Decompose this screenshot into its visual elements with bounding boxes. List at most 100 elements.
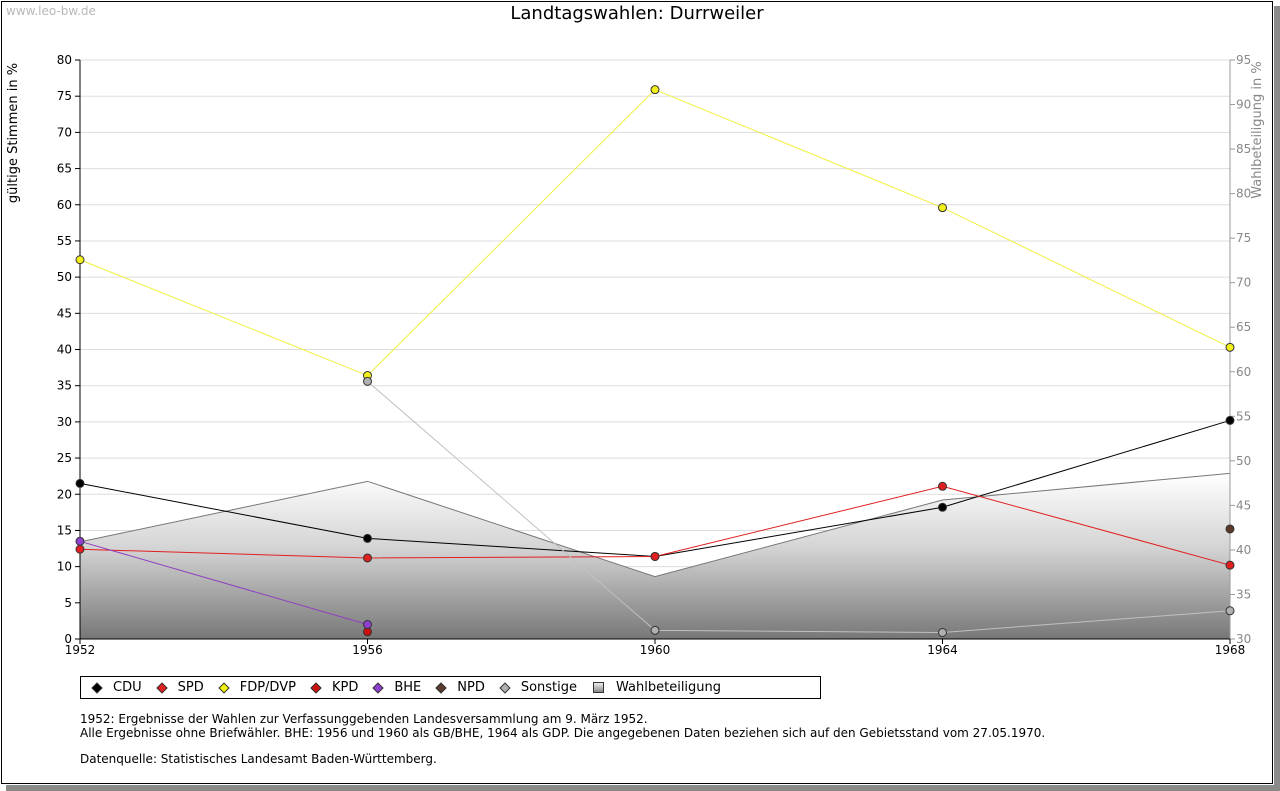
data-point-fdpdvp xyxy=(75,255,85,265)
footnotes: 1952: Ergebnisse der Wahlen zur Verfassu… xyxy=(80,712,1045,740)
legend-item: Wahlbeteiligung xyxy=(593,680,721,695)
data-point-npd xyxy=(1225,524,1235,534)
y-tick-label-left: 50 xyxy=(57,270,72,284)
data-source: Datenquelle: Statistisches Landesamt Bad… xyxy=(80,752,437,766)
x-tick-label: 1964 xyxy=(927,643,958,657)
y-tick-label-right: 40 xyxy=(1236,543,1251,557)
data-point-cdu xyxy=(363,533,372,543)
legend-item: Sonstige xyxy=(499,680,578,695)
x-tick-label: 1956 xyxy=(352,643,383,657)
legend-item: SPD xyxy=(155,680,204,695)
y-tick-label-left: 25 xyxy=(57,451,72,465)
x-tick-label: 1952 xyxy=(65,643,96,657)
y-tick-label-left: 5 xyxy=(64,596,72,610)
y-tick-label-right: 65 xyxy=(1236,320,1251,334)
data-point-fdpdvp xyxy=(938,203,947,213)
y-tick-label-left: 30 xyxy=(57,415,72,429)
legend-item: FDP/DVP xyxy=(218,680,296,695)
y-tick-label-right: 45 xyxy=(1236,498,1251,512)
legend-label: KPD xyxy=(331,680,359,695)
series-line-sonstige xyxy=(367,380,1231,633)
legend-label: Wahlbeteiligung xyxy=(616,680,722,695)
y-tick-label-left: 15 xyxy=(57,523,72,537)
y-tick-label-left: 55 xyxy=(57,234,72,248)
legend-item: NPD xyxy=(435,680,485,695)
legend-marker-icon xyxy=(372,681,384,694)
y-tick-label-left: 70 xyxy=(57,125,72,139)
legend-marker-icon xyxy=(218,681,230,694)
data-point-fdpdvp xyxy=(1225,342,1235,352)
data-point-fdpdvp xyxy=(650,85,660,95)
legend-label: Sonstige xyxy=(520,680,578,695)
y-tick-label-left: 65 xyxy=(57,162,72,176)
frame-shadow-right xyxy=(1274,6,1280,791)
legend-label: NPD xyxy=(457,680,485,695)
legend-marker-icon xyxy=(155,681,168,694)
legend-area-icon xyxy=(593,682,605,693)
y-tick-label-left: 60 xyxy=(57,198,72,212)
legend-label: BHE xyxy=(394,680,422,695)
y-tick-label-left: 40 xyxy=(57,343,72,357)
y-tick-label-left: 0 xyxy=(64,632,72,646)
series-lines xyxy=(75,85,1235,637)
y-tick-label-right: 35 xyxy=(1236,587,1251,601)
y-tick-label-right: 60 xyxy=(1236,365,1251,379)
data-point-sonstige xyxy=(363,376,372,386)
y-tick-label-right: 30 xyxy=(1236,632,1251,646)
data-point-sonstige xyxy=(938,627,947,637)
turnout-area-fill xyxy=(80,473,1230,639)
data-point-cdu xyxy=(1225,415,1235,425)
footnote-2: Alle Ergebnisse ohne Briefwähler. BHE: 1… xyxy=(80,726,1046,740)
legend-marker-icon xyxy=(310,681,322,694)
y-tick-label-left: 80 xyxy=(57,53,72,67)
y-axis-title-left: gültige Stimmen in % xyxy=(6,63,21,203)
turnout-area-line xyxy=(79,472,1231,578)
y-tick-label-right: 50 xyxy=(1236,454,1251,468)
data-point-spd xyxy=(363,553,372,563)
data-point-bhe xyxy=(75,536,85,546)
footnote-1: 1952: Ergebnisse der Wahlen zur Verfassu… xyxy=(80,712,648,726)
x-tick-label: 1968 xyxy=(1215,643,1246,657)
legend-item: KPD xyxy=(310,680,359,695)
data-point-sonstige xyxy=(650,625,660,635)
y-tick-label-left: 10 xyxy=(57,560,72,574)
legend-item: CDU xyxy=(91,680,142,695)
legend: CDU SPD FDP/DVP KPD BHE NPD Sonstige Wahlbeteil… xyxy=(80,676,821,699)
data-point-spd xyxy=(1225,560,1235,570)
y-tick-label-left: 75 xyxy=(57,89,72,103)
turnout-area xyxy=(79,472,1231,639)
y-tick-label-left: 20 xyxy=(57,487,72,501)
y-tick-label-right: 95 xyxy=(1236,53,1251,67)
legend-label: FDP/DVP xyxy=(239,680,296,695)
data-point-spd xyxy=(75,544,85,554)
watermark: www.leo-bw.de xyxy=(6,4,96,18)
data-point-bhe xyxy=(363,620,372,630)
chart-title: Landtagswahlen: Durrweiler xyxy=(510,3,764,24)
legend-label: CDU xyxy=(113,680,142,695)
y-tick-label-right: 70 xyxy=(1236,276,1251,290)
y-tick-label-right: 55 xyxy=(1236,409,1251,423)
data-point-cdu xyxy=(75,478,85,488)
y-tick-label-right: 85 xyxy=(1236,142,1251,156)
y-tick-label-right: 90 xyxy=(1236,98,1251,112)
data-point-spd xyxy=(938,481,947,491)
series-line-bhe xyxy=(79,540,368,626)
data-point-cdu xyxy=(938,502,947,512)
axis-labels: 0 5 10 15 20 25 30 35 40 45 50 55 60 65 70 75 80 30 35 40 45… xyxy=(6,53,1265,657)
y-tick-label-left: 35 xyxy=(57,379,72,393)
x-tick-label: 1960 xyxy=(640,643,671,657)
data-point-spd xyxy=(650,551,660,561)
data-point-sonstige xyxy=(1225,606,1235,616)
y-tick-label-left: 45 xyxy=(57,306,72,320)
legend-item: BHE xyxy=(372,680,422,695)
y-tick-label-right: 80 xyxy=(1236,187,1251,201)
y-tick-label-right: 75 xyxy=(1236,231,1251,245)
y-axis-title-right: Wahlbeteiligung in % xyxy=(1250,61,1265,198)
frame-shadow-bottom xyxy=(6,785,1280,791)
legend-marker-icon xyxy=(91,681,103,694)
legend-marker-icon xyxy=(499,681,511,694)
legend-label: SPD xyxy=(177,680,204,695)
legend-marker-icon xyxy=(435,681,447,694)
